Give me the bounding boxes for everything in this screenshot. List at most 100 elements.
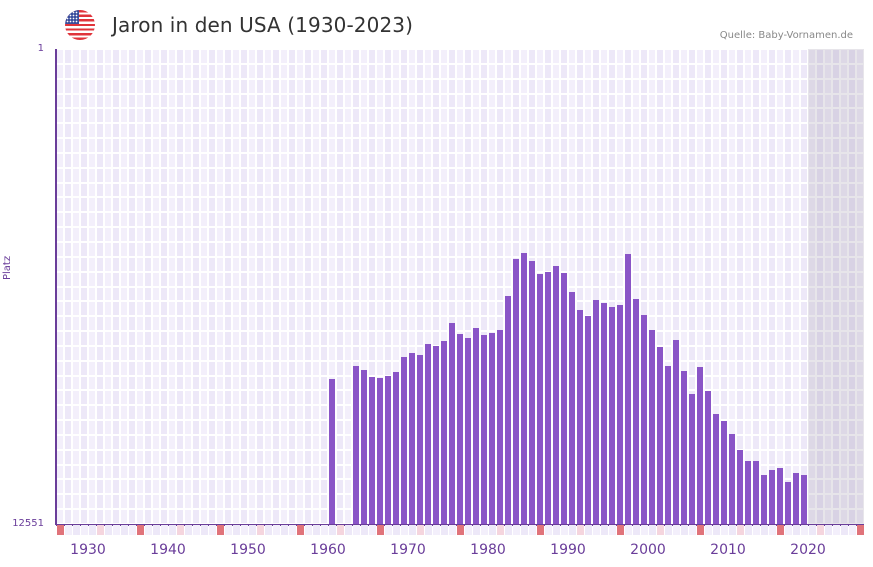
bar-1982[interactable] bbox=[489, 333, 495, 524]
grid-cell bbox=[105, 139, 111, 152]
bar-1973[interactable] bbox=[417, 355, 423, 524]
bar-1981[interactable] bbox=[481, 335, 487, 524]
bar-2012[interactable] bbox=[729, 434, 735, 524]
grid-cell bbox=[313, 94, 319, 108]
year-marker bbox=[521, 525, 528, 535]
bar-1995[interactable] bbox=[593, 300, 599, 524]
grid-cell bbox=[201, 50, 207, 63]
grid-cell bbox=[705, 317, 711, 331]
bar-1970[interactable] bbox=[393, 372, 399, 524]
grid-cell bbox=[233, 94, 239, 108]
bar-1980[interactable] bbox=[473, 328, 479, 524]
bar-1969[interactable] bbox=[385, 376, 391, 524]
bar-2015[interactable] bbox=[753, 461, 759, 524]
bar-1972[interactable] bbox=[409, 353, 415, 524]
grid-cell bbox=[713, 302, 719, 316]
grid-cell bbox=[809, 510, 815, 523]
grid-cell bbox=[633, 94, 639, 108]
grid-cell bbox=[753, 346, 759, 360]
grid-cell bbox=[345, 109, 351, 123]
bar-2010[interactable] bbox=[713, 414, 719, 524]
grid-cell bbox=[745, 228, 751, 241]
grid-cell bbox=[201, 272, 207, 286]
grid-cell bbox=[353, 302, 359, 316]
grid-cell bbox=[217, 317, 223, 331]
bar-1994[interactable] bbox=[585, 316, 591, 524]
grid-cell bbox=[649, 272, 655, 286]
bar-2000[interactable] bbox=[633, 299, 639, 524]
grid-cell bbox=[145, 302, 151, 316]
grid-cell bbox=[809, 79, 815, 93]
bar-1992[interactable] bbox=[569, 292, 575, 524]
bar-2002[interactable] bbox=[649, 330, 655, 524]
grid-cell bbox=[321, 376, 327, 390]
bar-2017[interactable] bbox=[769, 470, 775, 524]
bar-1971[interactable] bbox=[401, 357, 407, 524]
bar-1988[interactable] bbox=[537, 274, 543, 524]
grid-cell bbox=[409, 257, 415, 271]
bar-1991[interactable] bbox=[561, 273, 567, 524]
bar-2019[interactable] bbox=[785, 482, 791, 524]
grid-cell bbox=[345, 376, 351, 390]
grid-cell bbox=[745, 257, 751, 271]
bar-2004[interactable] bbox=[665, 366, 671, 524]
bar-2018[interactable] bbox=[777, 468, 783, 524]
bar-1993[interactable] bbox=[577, 310, 583, 524]
bar-2001[interactable] bbox=[641, 315, 647, 524]
grid-cell bbox=[57, 153, 63, 167]
bar-2007[interactable] bbox=[689, 394, 695, 524]
bar-2008[interactable] bbox=[697, 367, 703, 524]
bar-1967[interactable] bbox=[369, 377, 375, 524]
bar-1983[interactable] bbox=[497, 330, 503, 524]
bar-1979[interactable] bbox=[465, 338, 471, 524]
grid-cell bbox=[609, 94, 615, 108]
x-tick-1990: 1990 bbox=[550, 542, 586, 558]
bar-2003[interactable] bbox=[657, 347, 663, 524]
grid-cell bbox=[217, 257, 223, 271]
bar-1986[interactable] bbox=[521, 253, 527, 524]
bar-1978[interactable] bbox=[457, 334, 463, 524]
bar-1976[interactable] bbox=[441, 341, 447, 524]
bar-2005[interactable] bbox=[673, 340, 679, 524]
bar-1968[interactable] bbox=[377, 378, 383, 524]
grid-cell bbox=[321, 406, 327, 420]
bar-1965[interactable] bbox=[353, 366, 359, 524]
bar-1975[interactable] bbox=[433, 346, 439, 524]
bar-2009[interactable] bbox=[705, 391, 711, 524]
grid-cell bbox=[513, 124, 519, 138]
grid-cell bbox=[65, 495, 71, 509]
grid-cell bbox=[321, 257, 327, 271]
grid-cell bbox=[81, 183, 87, 197]
bar-1989[interactable] bbox=[545, 272, 551, 524]
grid-cell bbox=[785, 183, 791, 197]
bar-2011[interactable] bbox=[721, 421, 727, 524]
bar-2016[interactable] bbox=[761, 475, 767, 524]
bar-1997[interactable] bbox=[609, 307, 615, 524]
grid-cell bbox=[217, 94, 223, 108]
bar-2014[interactable] bbox=[745, 461, 751, 524]
grid-cell bbox=[393, 139, 399, 152]
bar-1962[interactable] bbox=[329, 379, 335, 524]
bar-1987[interactable] bbox=[529, 261, 535, 524]
year-marker bbox=[745, 525, 752, 535]
grid-cell bbox=[473, 228, 479, 241]
bar-1999[interactable] bbox=[625, 254, 631, 524]
bar-1996[interactable] bbox=[601, 303, 607, 524]
grid-cell bbox=[305, 272, 311, 286]
grid-cell bbox=[793, 139, 799, 152]
bar-2013[interactable] bbox=[737, 450, 743, 524]
bar-1977[interactable] bbox=[449, 323, 455, 524]
bar-1966[interactable] bbox=[361, 370, 367, 524]
bar-1990[interactable] bbox=[553, 266, 559, 524]
bar-2020[interactable] bbox=[793, 473, 799, 524]
grid-cell bbox=[121, 406, 127, 420]
bar-1998[interactable] bbox=[617, 305, 623, 524]
grid-cell bbox=[57, 287, 63, 301]
bar-2021[interactable] bbox=[801, 475, 807, 524]
bar-1984[interactable] bbox=[505, 296, 511, 524]
grid-cell bbox=[129, 510, 135, 523]
grid-cell bbox=[489, 257, 495, 271]
bar-1985[interactable] bbox=[513, 259, 519, 524]
bar-1974[interactable] bbox=[425, 344, 431, 524]
bar-2006[interactable] bbox=[681, 371, 687, 524]
